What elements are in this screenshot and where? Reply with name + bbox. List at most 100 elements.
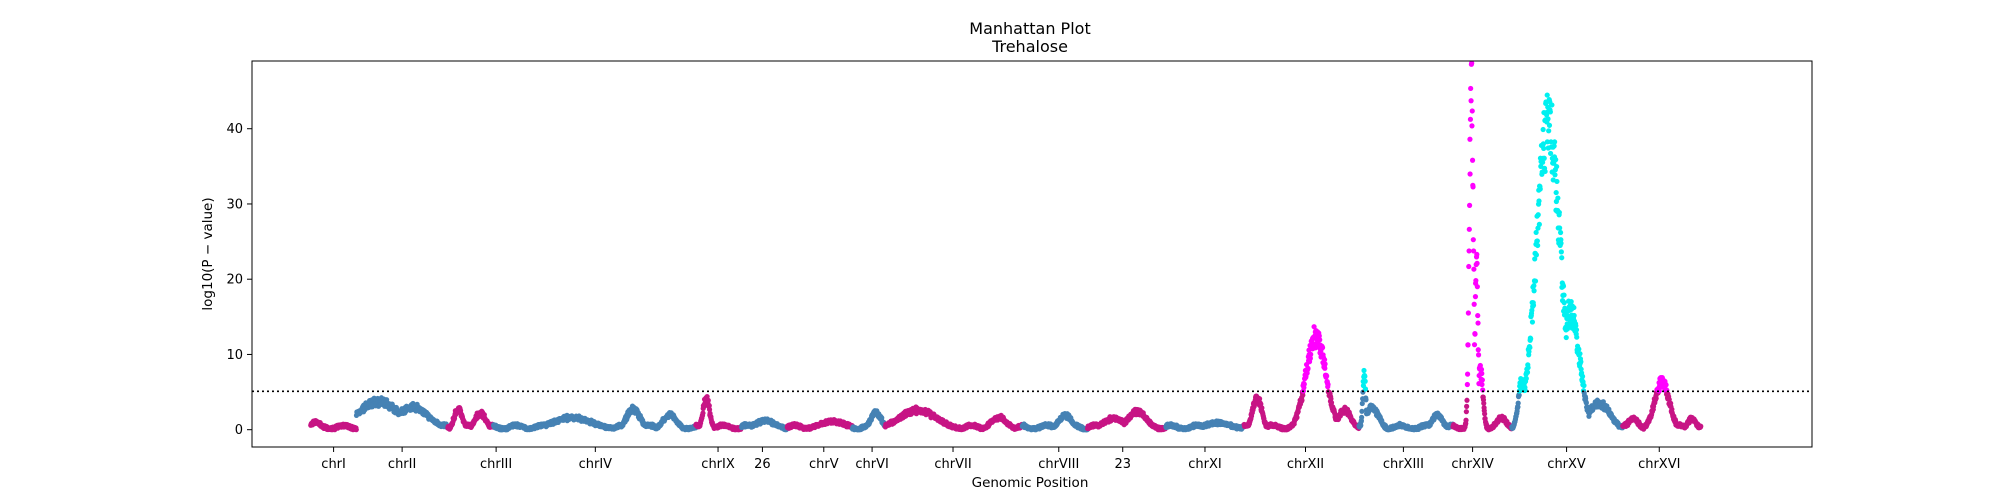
snp-point: [1301, 381, 1307, 387]
chromosome-points-chrXV: [1509, 92, 1626, 431]
snp-point: [1468, 98, 1474, 104]
snp-point: [1581, 382, 1587, 389]
snp-point: [705, 397, 711, 403]
x-tick-label: chrVII: [934, 457, 971, 472]
x-tick-label: chrIX: [701, 457, 735, 472]
snp-point: [1557, 229, 1564, 236]
snp-point: [1545, 116, 1551, 122]
snp-point: [1561, 292, 1567, 298]
snp-point: [1533, 252, 1539, 258]
snp-point: [1305, 365, 1311, 371]
x-tick-label: chrV: [809, 457, 839, 472]
snp-point: [1464, 381, 1470, 388]
snp-point: [1324, 373, 1330, 379]
x-axis: chrI chrII chrIII chrIV chrIX 26 chrV chrVI chrV…: [321, 447, 1680, 472]
snp-point: [1475, 312, 1481, 319]
data-points: [308, 60, 1704, 433]
snp-point: [706, 403, 712, 409]
snp-point: [1531, 288, 1537, 294]
x-tick-label: chrXIV: [1451, 457, 1493, 472]
snp-point: [1325, 381, 1331, 388]
snp-point: [1308, 351, 1314, 357]
snp-point: [1475, 347, 1481, 353]
snp-point: [1466, 226, 1472, 232]
snp-point: [1470, 184, 1476, 190]
snp-point: [1546, 128, 1552, 134]
x-tick-label: chrIII: [480, 457, 512, 472]
snp-point: [1474, 251, 1480, 258]
snp-point: [1299, 397, 1305, 403]
snp-point: [1535, 212, 1541, 218]
snp-point: [1576, 346, 1582, 352]
x-tick-label: 26: [754, 457, 771, 472]
snp-point: [1552, 139, 1558, 145]
snp-point: [1532, 278, 1539, 284]
y-axis-label: log10(P − value): [200, 197, 216, 310]
snp-point: [1544, 92, 1550, 98]
chromosome-points-chrIII: [445, 405, 496, 432]
snp-point: [1469, 123, 1475, 129]
snp-point: [1653, 395, 1659, 401]
snp-point: [1553, 189, 1559, 196]
snp-point: [1579, 373, 1586, 379]
snp-point: [1464, 403, 1470, 409]
snp-point: [1515, 400, 1521, 406]
snp-point: [1535, 242, 1541, 249]
snp-point: [1471, 342, 1478, 348]
snp-point: [1466, 202, 1473, 208]
snp-point: [1469, 108, 1475, 114]
snp-point: [1577, 351, 1583, 357]
snp-point: [1554, 178, 1560, 185]
snp-point: [1525, 365, 1531, 371]
x-tick-label: chrI: [321, 457, 346, 472]
snp-point: [1574, 334, 1580, 340]
snp-point: [1359, 400, 1365, 407]
chromosome-points-chrVII: [882, 404, 1025, 433]
snp-point: [1571, 312, 1577, 319]
snp-point: [1558, 240, 1564, 246]
y-tick-label: 40: [226, 122, 243, 137]
snp-point: [1471, 301, 1477, 307]
snp-point: [1472, 294, 1479, 300]
chromosome-points-23: [1085, 406, 1169, 433]
snp-point: [1317, 337, 1323, 343]
snp-point: [1523, 375, 1529, 382]
y-tick-label: 20: [226, 273, 243, 288]
x-tick-label: chrXV: [1547, 457, 1586, 472]
snp-point: [1663, 382, 1669, 388]
snp-point: [1571, 304, 1577, 311]
x-tick-label: chrXII: [1287, 457, 1324, 472]
snp-point: [1479, 370, 1485, 377]
snp-point: [1359, 408, 1365, 414]
snp-point: [1475, 320, 1481, 326]
snp-point: [1536, 221, 1542, 227]
snp-point: [1294, 414, 1300, 421]
snp-point: [1464, 397, 1470, 403]
snp-point: [1468, 85, 1474, 92]
snp-point: [1363, 397, 1369, 403]
chart-subtitle: Trehalose: [991, 37, 1068, 56]
snp-point: [1573, 327, 1580, 333]
x-tick-label: chrVI: [855, 457, 888, 472]
snp-point: [1473, 277, 1479, 284]
snp-point: [1528, 336, 1534, 342]
snp-point: [1465, 310, 1471, 316]
chromosome-points-chrIX: [693, 393, 744, 433]
snp-point: [1479, 381, 1485, 388]
chromosome-points-chrXIII: [1356, 367, 1456, 433]
snp-point: [1534, 238, 1540, 244]
x-tick-label: 23: [1114, 457, 1131, 472]
snp-point: [1467, 171, 1473, 177]
snp-point: [1563, 334, 1569, 341]
snp-point: [1524, 369, 1531, 375]
snp-point: [1536, 198, 1542, 204]
snp-point: [1482, 411, 1488, 417]
snp-point: [1362, 378, 1368, 384]
chromosome-points-chrII: [353, 395, 451, 430]
snp-point: [1578, 359, 1584, 365]
snp-point: [353, 427, 359, 433]
snp-point: [1467, 136, 1473, 142]
snp-point: [1529, 319, 1536, 325]
